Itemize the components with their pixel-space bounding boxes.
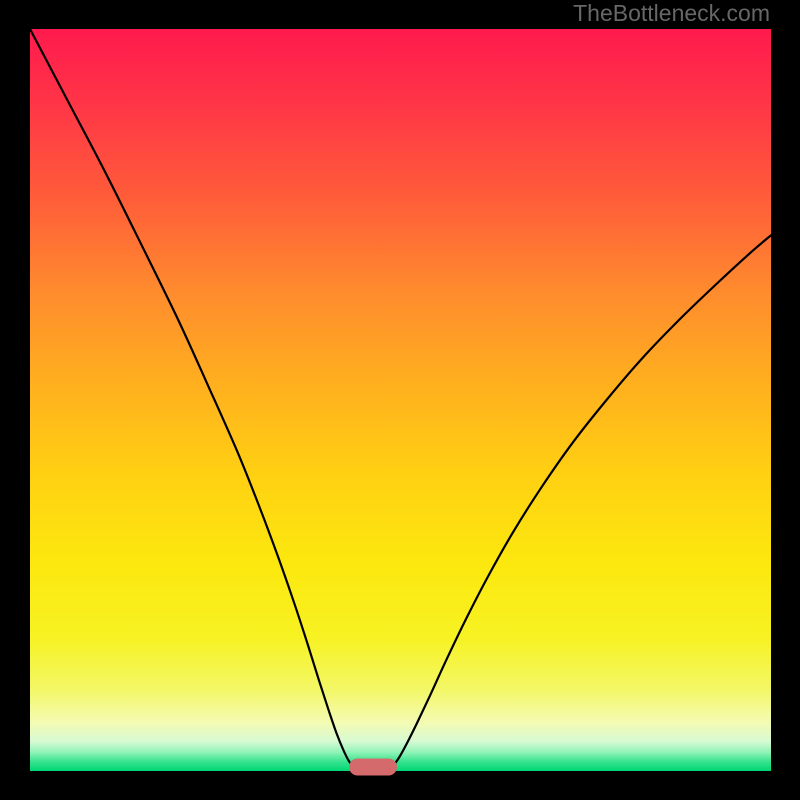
bottleneck-curve: [30, 29, 771, 771]
watermark-text: TheBottleneck.com: [573, 0, 770, 27]
bottleneck-marker: [349, 758, 397, 775]
plot-area: [30, 29, 771, 771]
curve-right: [389, 235, 771, 769]
curve-left: [30, 29, 357, 770]
